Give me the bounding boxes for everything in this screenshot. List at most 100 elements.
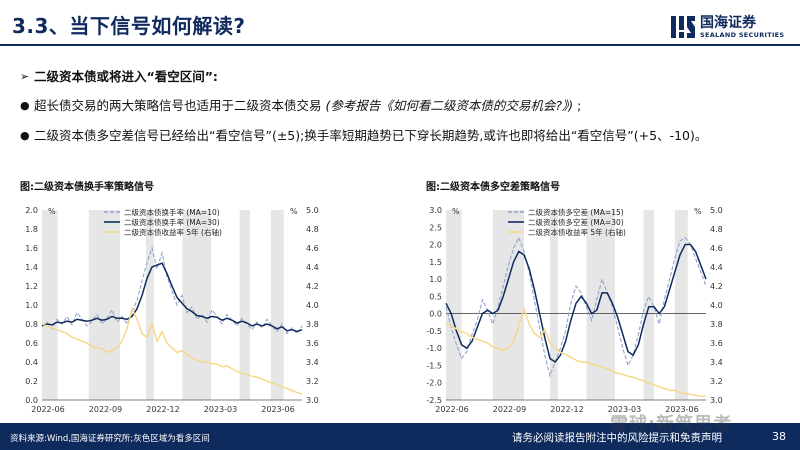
right-unit-label: % [290, 207, 298, 216]
y-tick-label-right: 3.4 [710, 358, 723, 367]
y-tick-label-right: 3.6 [710, 339, 723, 348]
y-tick-label-left: 0.6 [25, 339, 38, 348]
y-tick-label-right: 4.4 [710, 263, 723, 272]
y-tick-label-left: 0.0 [25, 396, 38, 405]
y-tick-label-left: 2.0 [25, 206, 38, 215]
footer-source: 资料来源:Wind,国海证券研究所;灰色区域为看多区间 [10, 434, 210, 444]
y-tick-label-left: 0.5 [429, 292, 442, 301]
bullet-text: 超长债交易的两大策略信号也适用于二级资本债交易 [34, 98, 322, 113]
left-unit-label: % [452, 207, 460, 216]
bullish-shade-band [146, 210, 154, 400]
legend-label: 二级资本债收益率 5年 (右轴) [124, 227, 222, 237]
x-tick-label: 2022-12 [146, 405, 179, 414]
y-tick-label-left: 2.5 [429, 223, 442, 232]
y-tick-label-left: 1.8 [25, 225, 38, 234]
bullet-text: 二级资本债或将进入“看空区间”: [34, 69, 218, 84]
title-divider [0, 44, 800, 46]
legend-label: 二级资本债收益率 5年 (右轴) [528, 227, 626, 237]
y-tick-label-left: 0.4 [25, 358, 38, 367]
bullet-text: 二级资本债多空差信号已经给出“看空信号”(±5);换手率短期趋势已下穿长期趋势,… [34, 128, 708, 143]
y-tick-label-left: 1.4 [25, 263, 38, 272]
y-tick-label-left: 0.0 [429, 310, 442, 319]
y-tick-label-right: 4.2 [710, 282, 723, 291]
y-tick-label-left: -0.5 [426, 327, 442, 336]
bullet-item: ● 超长债交易的两大策略信号也适用于二级资本债交易 (参考报告《如何看二级资本债… [20, 96, 774, 116]
bullish-shade-band [446, 210, 462, 400]
bullet-item: ● 二级资本债多空差信号已经给出“看空信号”(±5);换手率短期趋势已下穿长期趋… [20, 126, 774, 146]
left-unit-label: % [48, 207, 56, 216]
y-tick-label-left: -2.5 [426, 396, 442, 405]
y-tick-label-right: 5.0 [306, 206, 319, 215]
y-tick-label-right: 3.0 [306, 396, 319, 405]
legend-label: 二级资本债换手率 (MA=10) [124, 207, 220, 217]
y-tick-label-right: 4.2 [306, 282, 319, 291]
y-tick-label-left: -1.5 [426, 361, 442, 370]
y-tick-label-left: 3.0 [429, 206, 442, 215]
y-tick-label-right: 3.0 [710, 396, 723, 405]
series-line [445, 243, 707, 364]
legend-label: 二级资本债多空差 (MA=30) [528, 217, 624, 227]
series-line [445, 306, 706, 397]
y-tick-label-right: 3.2 [710, 377, 723, 386]
y-tick-label-left: 1.0 [25, 301, 38, 310]
y-tick-label-left: 2.0 [429, 241, 442, 250]
bullet-item: ➢ 二级资本债或将进入“看空区间”: [20, 67, 218, 87]
y-tick-label-right: 5.0 [710, 206, 723, 215]
page-number: 38 [772, 430, 786, 443]
series-line [445, 236, 707, 378]
logo-text-en: SEALAND SECURITIES [700, 31, 785, 39]
bullish-shade-band [182, 210, 211, 400]
y-tick-label-right: 4.0 [306, 301, 319, 310]
x-tick-label: 2023-03 [608, 405, 641, 414]
y-tick-label-left: 0.2 [25, 377, 38, 386]
x-tick-label: 2022-09 [493, 405, 526, 414]
y-tick-label-right: 4.0 [710, 301, 723, 310]
footer-disclaimer: 请务必阅读报告附注中的风险提示和免责声明 [512, 432, 722, 444]
chart-title-longshort: 图:二级资本债多空差策略信号 [426, 182, 560, 193]
x-tick-label: 2023-06 [665, 405, 698, 414]
series-line [41, 262, 303, 333]
x-tick-label: 2022-06 [435, 405, 468, 414]
x-tick-label: 2023-03 [204, 405, 237, 414]
y-tick-label-right: 3.6 [306, 339, 319, 348]
sealand-logo-icon [671, 16, 695, 38]
dot-bullet-icon: ● [20, 99, 30, 112]
watermark: 雪球:新筑思考 [610, 414, 733, 435]
legend-label: 二级资本债换手率 (MA=30) [124, 217, 220, 227]
longshort-chart: -2.5 -2.0 -1.5 -1.0 -0.5 0.0 0.5 1.0 1.5 2.0 2.5 3.… [426, 206, 723, 414]
bullish-shade-band [270, 210, 284, 400]
y-tick-label-right: 3.8 [710, 320, 723, 329]
turnover-chart: 0.0 0.2 0.4 0.6 0.8 1.0 1.2 1.4 1.6 1.8 2.0 3.0 3.2 3… [25, 206, 319, 414]
y-tick-label-right: 4.8 [710, 225, 723, 234]
bullish-shade-band [550, 210, 558, 400]
y-tick-label-left: 1.5 [429, 258, 442, 267]
y-tick-label-left: -1.0 [426, 344, 442, 353]
footer-bar [0, 423, 800, 450]
y-tick-label-right: 4.6 [710, 244, 723, 253]
bullish-shade-band [643, 210, 654, 400]
chart-title-turnover: 图:二级资本债换手率策略信号 [20, 182, 154, 193]
y-tick-label-left: 1.6 [25, 244, 38, 253]
y-tick-label-right: 3.8 [306, 320, 319, 329]
x-tick-label: 2022-12 [550, 405, 583, 414]
series-line [41, 246, 303, 335]
bullish-shade-band [88, 210, 120, 400]
y-tick-label-right: 4.4 [306, 263, 319, 272]
bullish-shade-band [42, 210, 58, 400]
page-title: 3.3、当下信号如何解读? [12, 14, 246, 38]
legend-label: 二级资本债多空差 (MA=15) [528, 207, 624, 217]
logo-text-cn: 国海证券 [700, 15, 756, 31]
y-tick-label-right: 3.4 [306, 358, 319, 367]
y-tick-label-right: 4.6 [306, 244, 319, 253]
series-line [41, 306, 303, 396]
y-tick-label-left: 0.8 [25, 320, 38, 329]
x-tick-label: 2023-06 [261, 405, 294, 414]
bullet-tail: ; [577, 98, 582, 113]
y-tick-label-right: 4.8 [306, 225, 319, 234]
bullish-shade-band [586, 210, 615, 400]
y-tick-label-left: 1.2 [25, 282, 38, 291]
x-tick-label: 2022-06 [31, 405, 64, 414]
x-tick-label: 2022-09 [89, 405, 122, 414]
bullish-shade-band [239, 210, 250, 400]
arrow-bullet-icon: ➢ [20, 70, 30, 83]
